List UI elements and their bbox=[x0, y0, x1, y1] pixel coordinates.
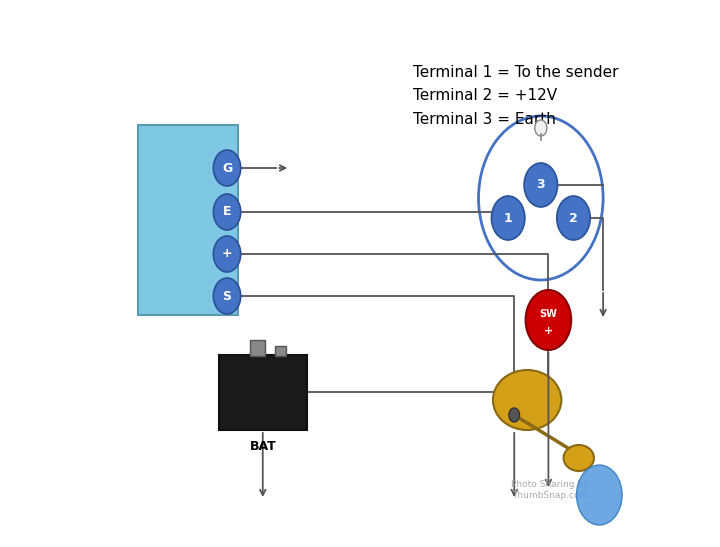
Text: S: S bbox=[222, 289, 232, 302]
Ellipse shape bbox=[524, 163, 557, 207]
Ellipse shape bbox=[213, 194, 240, 230]
Text: +: + bbox=[544, 325, 553, 335]
FancyBboxPatch shape bbox=[250, 340, 265, 356]
FancyBboxPatch shape bbox=[220, 355, 307, 430]
Ellipse shape bbox=[557, 196, 590, 240]
Text: FUEL GAUGE WIZARD: FUEL GAUGE WIZARD bbox=[166, 0, 175, 88]
Text: Terminal 1 = To the sender
Terminal 2 = +12V
Terminal 3 = Earth: Terminal 1 = To the sender Terminal 2 = … bbox=[413, 65, 618, 127]
Ellipse shape bbox=[509, 408, 520, 422]
Text: 1: 1 bbox=[504, 212, 513, 224]
FancyBboxPatch shape bbox=[275, 346, 287, 356]
Ellipse shape bbox=[526, 290, 571, 350]
Text: Photo Sharing by
ThumbSnap.com: Photo Sharing by ThumbSnap.com bbox=[511, 480, 589, 501]
Ellipse shape bbox=[213, 278, 240, 314]
Text: G: G bbox=[222, 161, 232, 174]
Ellipse shape bbox=[493, 370, 562, 430]
Ellipse shape bbox=[213, 150, 240, 186]
Text: +: + bbox=[222, 247, 233, 260]
Ellipse shape bbox=[479, 116, 603, 280]
FancyBboxPatch shape bbox=[138, 125, 238, 315]
Ellipse shape bbox=[213, 236, 240, 272]
Text: E: E bbox=[222, 206, 231, 218]
Ellipse shape bbox=[492, 196, 525, 240]
Text: SW: SW bbox=[539, 309, 557, 319]
Text: 2: 2 bbox=[569, 212, 578, 224]
Ellipse shape bbox=[535, 120, 547, 136]
Text: BAT: BAT bbox=[250, 440, 276, 453]
Ellipse shape bbox=[564, 445, 594, 471]
Text: 3: 3 bbox=[536, 178, 545, 191]
Ellipse shape bbox=[577, 465, 622, 525]
